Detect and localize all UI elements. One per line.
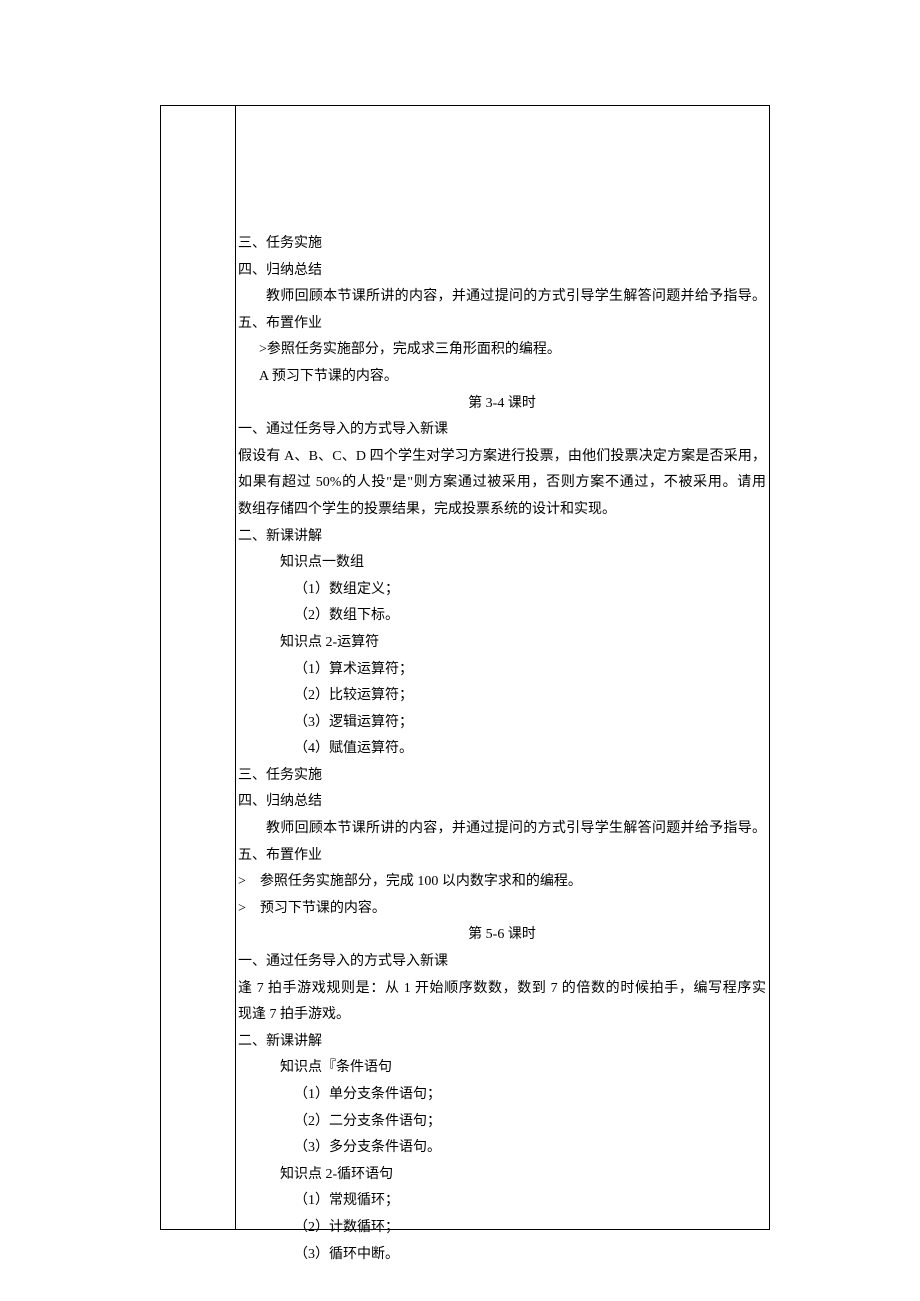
heading-summary-2: 四、归纳总结 bbox=[238, 789, 766, 816]
kp1-item-2b: （2）二分支条件语句； bbox=[238, 1109, 766, 1136]
knowledge-point-1-title: 知识点一数组 bbox=[238, 550, 766, 577]
heading-homework: 五、布置作业 bbox=[238, 311, 766, 338]
kp1-item-3b: （3）多分支条件语句。 bbox=[238, 1135, 766, 1162]
intro-text-line-1b: 逢 7 拍手游戏规则是：从 1 开始顺序数数，数到 7 的倍数的时候拍手，编写程… bbox=[238, 976, 766, 1003]
homework-item-1: >参照任务实施部分，完成求三角形面积的编程。 bbox=[238, 337, 766, 364]
intro-text-line-1: 假设有 A、B、C、D 四个学生对学习方案进行投票，由他们投票决定方案是否采用， bbox=[238, 444, 766, 471]
heading-task-implementation: 三、任务实施 bbox=[238, 231, 766, 258]
kp1-item-2: （2）数组下标。 bbox=[238, 603, 766, 630]
summary-text: 教师回顾本节课所讲的内容，并通过提问的方式引导学生解答问题并给予指导。 bbox=[238, 284, 766, 311]
lesson-content: 三、任务实施 四、归纳总结 教师回顾本节课所讲的内容，并通过提问的方式引导学生解… bbox=[238, 106, 766, 1268]
kp1-item-1: （1）数组定义； bbox=[238, 577, 766, 604]
kp2-item-2: （2）比较运算符； bbox=[238, 683, 766, 710]
intro-text-line-2b: 现逢 7 拍手游戏。 bbox=[238, 1002, 766, 1029]
table-content-column: 三、任务实施 四、归纳总结 教师回顾本节课所讲的内容，并通过提问的方式引导学生解… bbox=[236, 106, 769, 1229]
heading-summary: 四、归纳总结 bbox=[238, 258, 766, 285]
kp2-item-4: （4）赋值运算符。 bbox=[238, 736, 766, 763]
bullet-marker: > bbox=[238, 901, 246, 916]
summary-text-2: 教师回顾本节课所讲的内容，并通过提问的方式引导学生解答问题并给予指导。 bbox=[238, 816, 766, 843]
kp2-item-1: （1）算术运算符； bbox=[238, 657, 766, 684]
kp2-item-3: （3）逻辑运算符； bbox=[238, 710, 766, 737]
lesson-plan-table: 三、任务实施 四、归纳总结 教师回顾本节课所讲的内容，并通过提问的方式引导学生解… bbox=[160, 105, 770, 1230]
bullet-marker: > bbox=[238, 874, 246, 889]
heading-homework-2: 五、布置作业 bbox=[238, 843, 766, 870]
heading-task-implementation-2: 三、任务实施 bbox=[238, 763, 766, 790]
knowledge-point-1-title-b: 知识点『条件语句 bbox=[238, 1055, 766, 1082]
heading-lecture-2: 二、新课讲解 bbox=[238, 1029, 766, 1056]
kp1-item-1b: （1）单分支条件语句； bbox=[238, 1082, 766, 1109]
heading-intro-2: 一、通过任务导入的方式导入新课 bbox=[238, 949, 766, 976]
intro-text-line-2: 如果有超过 50%的人投"是"则方案通过被采用，否则方案不通过，不被采用。请用 bbox=[238, 470, 766, 497]
kp2-item-3b: （3）循环中断。 bbox=[238, 1242, 766, 1269]
hw-text: 参照任务实施部分，完成 100 以内数字求和的编程。 bbox=[260, 874, 582, 889]
hw-text: 预习下节课的内容。 bbox=[260, 901, 386, 916]
intro-text-line-3: 数组存储四个学生的投票结果，完成投票系统的设计和实现。 bbox=[238, 497, 766, 524]
table-left-column bbox=[161, 106, 236, 1229]
homework-item-2b: > 预习下节课的内容。 bbox=[238, 896, 766, 923]
homework-item-1b: > 参照任务实施部分，完成 100 以内数字求和的编程。 bbox=[238, 869, 766, 896]
heading-lecture: 二、新课讲解 bbox=[238, 524, 766, 551]
homework-item-2: A 预习下节课的内容。 bbox=[238, 364, 766, 391]
knowledge-point-2-title: 知识点 2-运算符 bbox=[238, 630, 766, 657]
heading-intro: 一、通过任务导入的方式导入新课 bbox=[238, 417, 766, 444]
knowledge-point-2-title-b: 知识点 2-循环语句 bbox=[238, 1162, 766, 1189]
kp2-item-1b: （1）常规循环； bbox=[238, 1188, 766, 1215]
period-title-5-6: 第 5-6 课时 bbox=[238, 922, 766, 949]
kp2-item-2b: （2）计数循环； bbox=[238, 1215, 766, 1242]
period-title-3-4: 第 3-4 课时 bbox=[238, 391, 766, 418]
